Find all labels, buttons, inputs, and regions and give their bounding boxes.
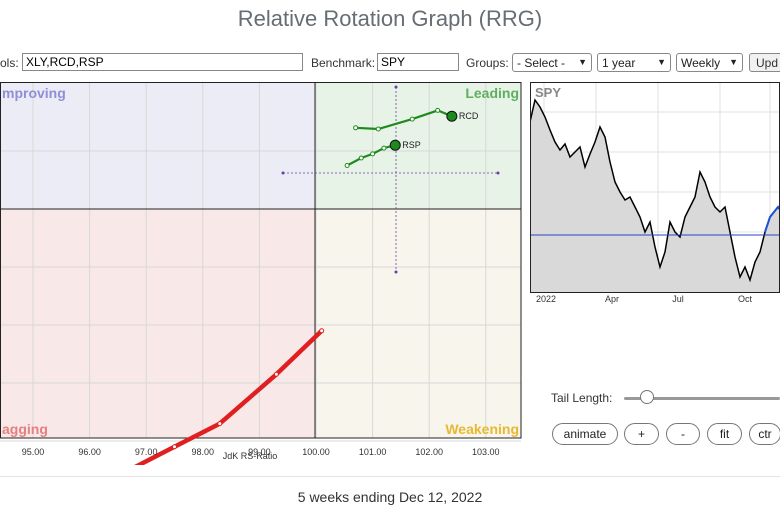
- series-label-rcd: RCD: [459, 111, 479, 121]
- x-tick-label: 95.00: [22, 447, 45, 457]
- x-tick-label: 96.00: [78, 447, 101, 457]
- crosshair-end-left: [281, 171, 285, 175]
- animate-button[interactable]: animate: [552, 423, 618, 445]
- period-select[interactable]: 1 year ▼: [597, 53, 671, 72]
- point-rcd: [435, 107, 441, 113]
- zoom-in-button[interactable]: +: [624, 423, 659, 445]
- fit-button[interactable]: fit: [707, 423, 742, 445]
- frequency-select[interactable]: Weekly ▼: [676, 53, 743, 72]
- tail-line-xly: [134, 328, 324, 465]
- tail-length-slider-handle[interactable]: [640, 390, 654, 404]
- spy-x-tick-label: Jul: [672, 294, 684, 304]
- zoom-out-button[interactable]: -: [666, 423, 700, 445]
- crosshair-end-right: [496, 171, 500, 175]
- x-tick-label: 103.00: [472, 447, 500, 457]
- spy-line: [530, 98, 766, 283]
- point-rsp: [358, 155, 364, 161]
- x-tick-label: 100.00: [302, 447, 330, 457]
- frequency-select-value: Weekly: [681, 56, 721, 70]
- point-xly: [319, 328, 325, 334]
- quadrant-lagging: [0, 209, 315, 438]
- spy-x-ticks: 2022 Apr Jul Oct: [536, 294, 753, 304]
- symbols-label: ols:: [0, 56, 19, 70]
- point-rsp-head[interactable]: [389, 139, 401, 151]
- chevron-down-icon: ▼: [729, 57, 738, 67]
- spy-chart: SPY 2022 Apr Jul Oct: [530, 82, 780, 304]
- point-rsp: [381, 145, 387, 151]
- rrg-chart[interactable]: mproving Leading agging Weakening XLYRCD…: [0, 82, 522, 465]
- x-axis-ticks: 95.00 96.00 97.00 98.00 99.00 100.00 101.00 102…: [22, 447, 500, 457]
- x-axis-label: JdK RS-Ratio: [223, 451, 278, 461]
- x-tick-label: 102.00: [415, 447, 443, 457]
- benchmark-label: Benchmark:: [311, 56, 376, 70]
- point-rcd-head[interactable]: [446, 110, 458, 122]
- x-tick-label: 98.00: [192, 447, 215, 457]
- quadrant-leading: [315, 82, 521, 209]
- rrg-quadrants: [0, 82, 521, 438]
- point-xly: [273, 371, 279, 377]
- spy-x-tick-label: Apr: [605, 294, 619, 304]
- x-tick-label: 97.00: [135, 447, 158, 457]
- rsp-crosshair: [281, 85, 500, 274]
- chevron-down-icon: ▼: [657, 57, 666, 67]
- point-xly: [217, 421, 223, 427]
- center-button[interactable]: ctr: [749, 423, 780, 445]
- crosshair-end-top: [394, 85, 398, 89]
- symbols-input[interactable]: [22, 53, 303, 71]
- quadrant-improving: [0, 82, 315, 209]
- spy-label: SPY: [535, 85, 561, 100]
- rrg-series: XLYRCDRSP: [134, 107, 479, 465]
- plot-border: [0, 82, 522, 439]
- x-tick-label: 101.00: [359, 447, 387, 457]
- point-rsp: [344, 163, 350, 168]
- crosshair-end-bottom: [394, 270, 398, 274]
- groups-select-value: - Select -: [517, 56, 566, 70]
- spy-x-tick-label: 2022: [536, 294, 556, 304]
- quadrant-label-weakening: Weakening: [445, 421, 519, 437]
- footer-divider: [0, 476, 780, 477]
- point-rcd: [409, 116, 415, 122]
- page-title: Relative Rotation Graph (RRG): [237, 6, 543, 31]
- rrg-grid: [0, 82, 521, 442]
- chevron-down-icon: ▼: [578, 57, 587, 67]
- point-rcd: [375, 126, 381, 132]
- spy-x-tick-label: Oct: [738, 294, 753, 304]
- benchmark-input[interactable]: [377, 53, 459, 71]
- quadrant-label-improving: mproving: [2, 85, 66, 101]
- footer-caption: 5 weeks ending Dec 12, 2022: [297, 489, 483, 505]
- period-select-value: 1 year: [602, 56, 636, 70]
- groups-label: Groups:: [466, 56, 509, 70]
- point-rsp: [370, 151, 376, 157]
- point-rcd: [353, 125, 359, 131]
- tail-length-label: Tail Length:: [551, 391, 613, 405]
- groups-select[interactable]: - Select - ▼: [512, 53, 592, 72]
- spy-recent-line: [764, 205, 780, 233]
- quadrant-weakening: [315, 209, 521, 438]
- toolbar: ols: Benchmark: Groups: - Select - ▼ 1 y…: [0, 52, 780, 74]
- x-tick-label: 99.00: [248, 447, 271, 457]
- update-button[interactable]: Upd: [749, 53, 780, 72]
- quadrant-label-leading: Leading: [465, 85, 519, 101]
- point-xly: [172, 444, 177, 450]
- tail-length-slider-track[interactable]: [624, 397, 780, 400]
- series-label-rsp: RSP: [402, 140, 421, 150]
- quadrant-label-lagging: agging: [2, 421, 48, 437]
